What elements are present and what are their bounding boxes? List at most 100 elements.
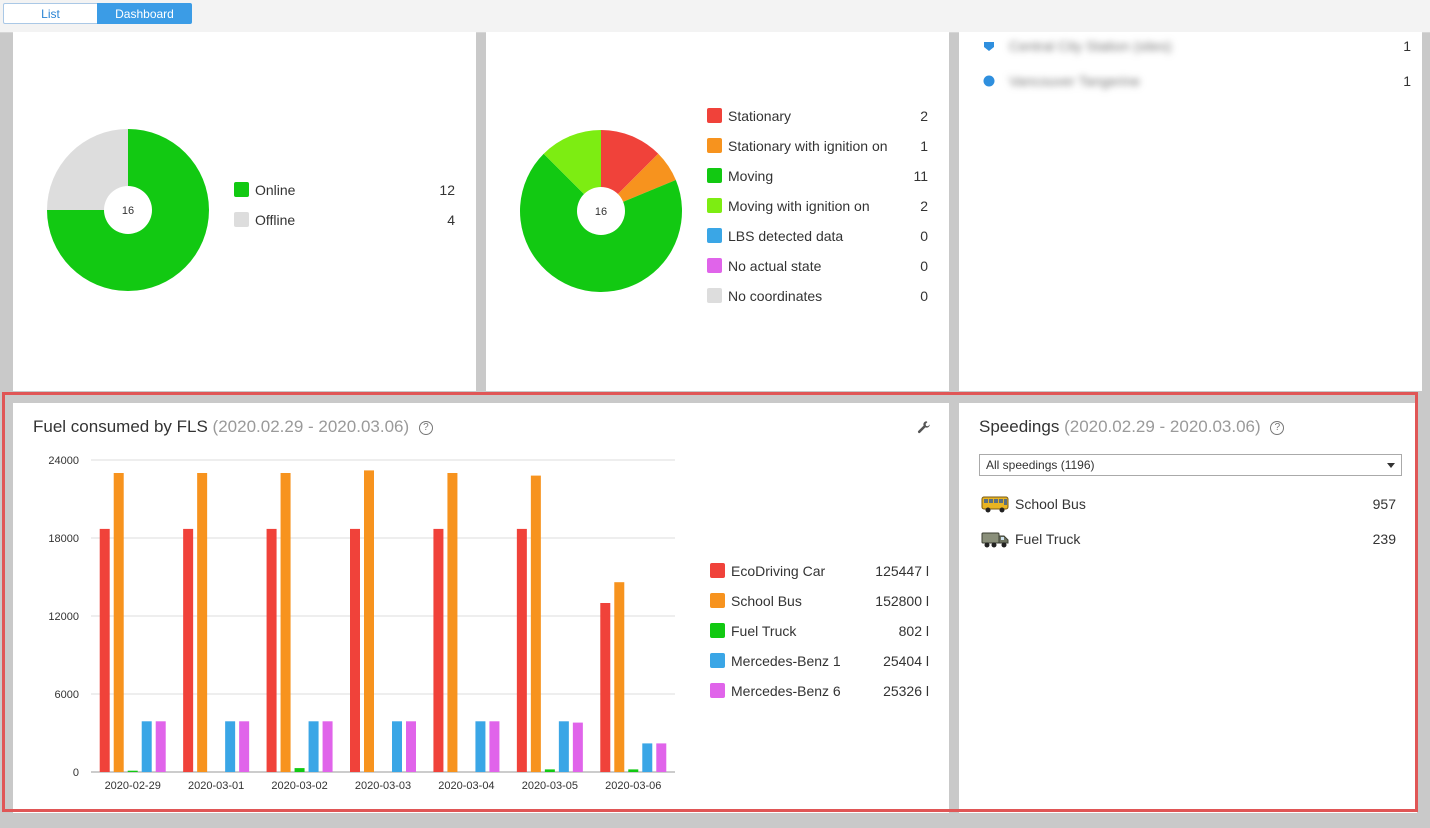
bar-school-bus-2020-03-06[interactable] xyxy=(614,582,625,772)
legend-swatch xyxy=(710,563,725,578)
legend-swatch xyxy=(707,288,722,303)
pie-slice-offline[interactable] xyxy=(47,129,128,210)
y-tick-label: 24000 xyxy=(48,455,79,467)
bar-mercedes-benz-1-2020-03-03[interactable] xyxy=(392,721,402,772)
geofence-row[interactable]: Central City Station (sites) 1 xyxy=(983,36,1411,56)
bar-school-bus-2020-03-05[interactable] xyxy=(530,475,541,772)
donut-total-label: 16 xyxy=(122,205,134,217)
x-tick-label: 2020-03-06 xyxy=(605,780,661,792)
help-icon[interactable]: ? xyxy=(418,421,433,435)
legend-label: Online xyxy=(255,182,296,198)
bar-mercedes-benz-6-2020-02-29[interactable] xyxy=(155,721,166,772)
legend-item[interactable]: School Bus 152800 l xyxy=(710,591,929,611)
bar-mercedes-benz-6-2020-03-02[interactable] xyxy=(322,721,333,772)
bar-ecodriving-car-2020-03-06[interactable] xyxy=(600,603,611,772)
legend-swatch xyxy=(710,623,725,638)
bar-mercedes-benz-6-2020-03-03[interactable] xyxy=(406,721,416,772)
legend-value: 12 xyxy=(439,182,455,198)
geofence-name: Vancouver Tangerine xyxy=(1009,73,1141,89)
geofences-widget: Central City Station (sites) 1 Vancouver… xyxy=(959,32,1422,391)
x-tick-label: 2020-02-29 xyxy=(105,780,161,792)
speedings-widget-title: Speedings (2020.02.29 - 2020.03.06) ? xyxy=(979,417,1285,437)
speeding-row[interactable]: School Bus 957 xyxy=(981,492,1396,516)
legend-value: 0 xyxy=(920,228,928,244)
speedings-filter-value: All speedings (1196) xyxy=(986,458,1095,472)
dashboard-view-button[interactable]: Dashboard xyxy=(97,3,192,24)
bar-school-bus-2020-03-04[interactable] xyxy=(447,473,458,772)
geofence-count: 1 xyxy=(1403,73,1411,89)
help-icon[interactable]: ? xyxy=(1270,421,1285,435)
legend-item[interactable]: LBS detected data 0 xyxy=(707,226,928,246)
bar-mercedes-benz-6-2020-03-04[interactable] xyxy=(489,721,500,772)
bar-ecodriving-car-2020-03-03[interactable] xyxy=(350,528,360,772)
legend-label: No coordinates xyxy=(728,288,823,304)
legend-value: 152800 l xyxy=(875,593,929,609)
legend-item[interactable]: No coordinates 0 xyxy=(707,286,928,306)
pie-slice-stationary[interactable] xyxy=(601,130,659,211)
legend-value: 0 xyxy=(920,258,928,274)
legend-swatch xyxy=(707,108,722,123)
donut-center xyxy=(104,186,152,234)
connection-donut-chart: 16 xyxy=(47,129,209,291)
x-tick-label: 2020-03-05 xyxy=(522,780,578,792)
speeding-vehicle-name: Fuel Truck xyxy=(1015,531,1081,547)
fuel-bar-chart: 24000 18000 12000 6000 0 2020-02-29 2020-03-01… xyxy=(48,455,675,792)
geofence-row[interactable]: Vancouver Tangerine 1 xyxy=(983,71,1411,91)
top-toolbar: List Dashboard xyxy=(0,0,1430,33)
bar-ecodriving-car-2020-03-04[interactable] xyxy=(433,528,444,772)
legend-item[interactable]: No actual state 0 xyxy=(707,256,928,276)
bar-school-bus-2020-03-03[interactable] xyxy=(364,470,374,772)
bar-school-bus-2020-03-02[interactable] xyxy=(280,473,291,772)
legend-label: No actual state xyxy=(728,258,822,274)
legend-item[interactable]: Stationary with ignition on 1 xyxy=(707,136,928,156)
legend-label: Moving with ignition on xyxy=(728,198,870,214)
speeding-row[interactable]: Fuel Truck 239 xyxy=(981,527,1396,551)
bar-school-bus-2020-02-29[interactable] xyxy=(113,473,124,772)
bar-mercedes-benz-1-2020-03-01[interactable] xyxy=(225,721,236,772)
legend-item[interactable]: Moving with ignition on 2 xyxy=(707,196,928,216)
legend-item[interactable]: EcoDriving Car 125447 l xyxy=(710,561,929,581)
legend-label: Offline xyxy=(255,212,296,228)
bar-mercedes-benz-6-2020-03-05[interactable] xyxy=(572,722,583,772)
pie-slice-moving-with-ignition-on[interactable] xyxy=(543,130,601,211)
bar-fuel-truck-2020-02-29[interactable] xyxy=(127,770,138,772)
bar-fuel-truck-2020-03-02[interactable] xyxy=(294,768,305,772)
bar-ecodriving-car-2020-03-01[interactable] xyxy=(183,528,194,772)
legend-swatch xyxy=(710,593,725,608)
wrench-icon[interactable] xyxy=(917,420,931,434)
bar-mercedes-benz-1-2020-03-05[interactable] xyxy=(558,721,569,772)
pentagon-marker-icon xyxy=(984,42,994,51)
legend-value: 4 xyxy=(447,212,455,228)
x-tick-label: 2020-03-02 xyxy=(271,780,327,792)
legend-item[interactable]: Mercedes-Benz 6 25326 l xyxy=(710,681,929,701)
bar-fuel-truck-2020-03-06[interactable] xyxy=(628,769,639,772)
legend-item[interactable]: Moving 11 xyxy=(707,166,928,186)
y-tick-label: 18000 xyxy=(48,533,79,545)
bar-fuel-truck-2020-03-05[interactable] xyxy=(544,769,555,772)
bar-ecodriving-car-2020-02-29[interactable] xyxy=(99,528,110,772)
legend-swatch xyxy=(234,212,249,227)
list-view-button[interactable]: List xyxy=(3,3,98,24)
bar-mercedes-benz-1-2020-03-06[interactable] xyxy=(642,743,653,772)
bar-mercedes-benz-1-2020-03-04[interactable] xyxy=(475,721,486,772)
bar-mercedes-benz-1-2020-03-02[interactable] xyxy=(308,721,319,772)
y-tick-label: 0 xyxy=(73,767,79,779)
bar-mercedes-benz-6-2020-03-01[interactable] xyxy=(239,721,250,772)
bar-school-bus-2020-03-01[interactable] xyxy=(197,473,208,772)
bar-mercedes-benz-6-2020-03-06[interactable] xyxy=(656,743,667,772)
geofence-name: Central City Station (sites) xyxy=(1009,38,1172,54)
legend-item[interactable]: Fuel Truck 802 l xyxy=(710,621,929,641)
legend-item[interactable]: Offline 4 xyxy=(234,210,455,230)
bar-mercedes-benz-1-2020-02-29[interactable] xyxy=(141,721,152,772)
legend-swatch xyxy=(707,168,722,183)
bar-ecodriving-car-2020-03-05[interactable] xyxy=(516,528,527,772)
movement-state-widget: 16 Stationary 2 Stationary with ignition o… xyxy=(486,32,949,391)
legend-item[interactable]: Online 12 xyxy=(234,180,455,200)
legend-item[interactable]: Stationary 2 xyxy=(707,106,928,126)
legend-label: Fuel Truck xyxy=(731,623,797,639)
legend-item[interactable]: Mercedes-Benz 1 25404 l xyxy=(710,651,929,671)
speedings-filter-select[interactable]: All speedings (1196) xyxy=(979,454,1402,476)
legend-value: 11 xyxy=(913,168,928,184)
bar-ecodriving-car-2020-03-02[interactable] xyxy=(266,528,277,772)
legend-label: LBS detected data xyxy=(728,228,844,244)
